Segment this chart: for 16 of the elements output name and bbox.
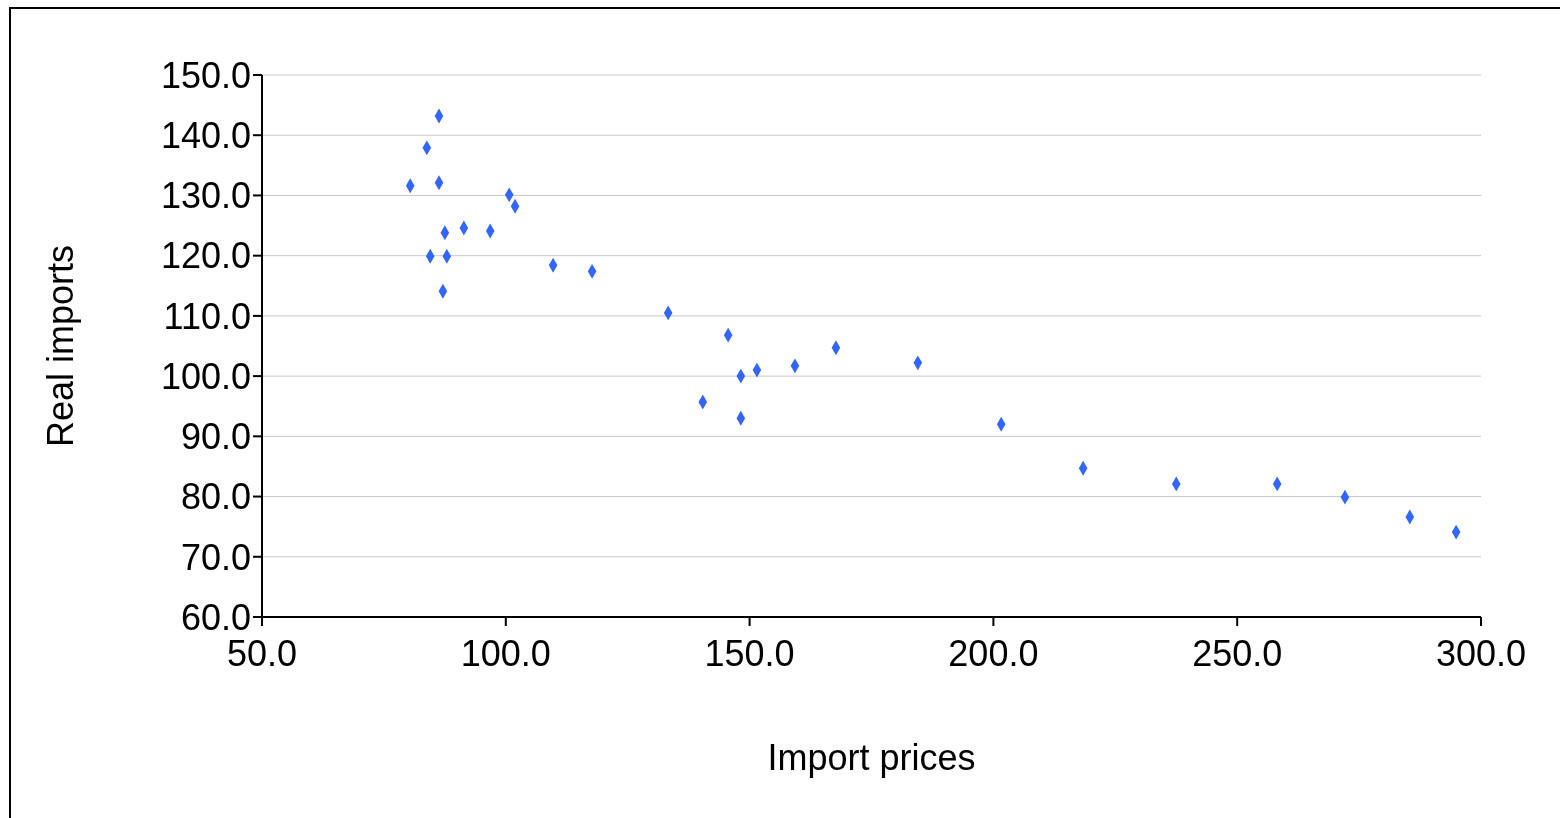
y-tick-label: 90.0 <box>180 416 251 458</box>
y-tick-label: 120.0 <box>160 235 251 277</box>
y-tick-label: 150.0 <box>160 54 251 96</box>
y-tick-label: 110.0 <box>163 295 251 337</box>
x-tick-label: 200.0 <box>948 632 1039 674</box>
y-axis-title: Real imports <box>39 244 81 448</box>
y-tick-label: 100.0 <box>160 355 251 397</box>
y-tick-label: 80.0 <box>180 476 251 518</box>
y-tick-label: 130.0 <box>160 175 251 217</box>
x-tick-label: 100.0 <box>460 632 551 674</box>
x-tick-label: 300.0 <box>1435 632 1527 674</box>
y-tick-label: 140.0 <box>160 115 251 156</box>
x-axis-title: Import prices <box>767 737 976 778</box>
x-tick-label: 150.0 <box>704 632 795 674</box>
x-tick-label: 250.0 <box>1192 632 1283 674</box>
y-tick-label: 70.0 <box>180 536 251 578</box>
